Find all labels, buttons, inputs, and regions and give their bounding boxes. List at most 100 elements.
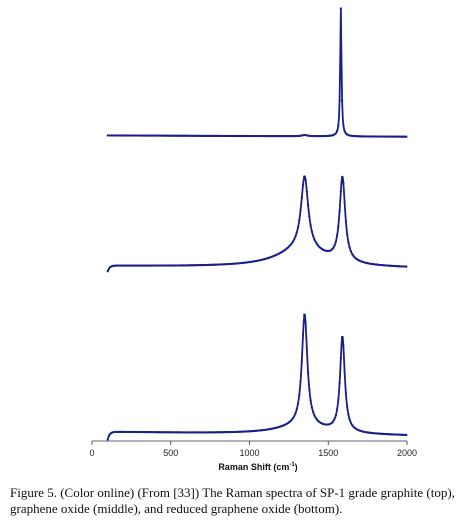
data-point — [308, 388, 311, 391]
data-point — [295, 231, 298, 234]
data-point — [107, 434, 111, 437]
data-point — [312, 234, 315, 238]
x-axis: 0 500 1000 1500 2000 — [89, 440, 417, 458]
data-point — [330, 248, 334, 251]
data-point — [299, 209, 302, 212]
data-point — [301, 183, 305, 186]
figure-caption: Figure 5. (Color online) (From [33]) The… — [10, 485, 455, 516]
data-point — [330, 421, 334, 424]
data-point — [333, 244, 336, 247]
data-point — [339, 7, 342, 10]
data-point — [294, 412, 297, 415]
spectrum-points-bottom — [106, 313, 408, 441]
data-point — [293, 414, 296, 418]
data-point — [337, 123, 340, 127]
data-point — [348, 246, 351, 249]
data-point — [351, 423, 354, 427]
data-point — [337, 398, 340, 401]
data-point — [332, 420, 335, 423]
data-point — [341, 175, 344, 179]
spectrum-line-bottom — [106, 313, 408, 440]
data-point — [344, 220, 347, 223]
data-point — [333, 417, 336, 421]
spectra-layer — [106, 7, 408, 441]
raman-spectra-chart: 0 500 1000 1500 2000 Raman Shift (cm-1) — [89, 7, 417, 472]
data-point — [291, 240, 295, 243]
data-point — [107, 267, 111, 270]
x-tick-label: 2000 — [397, 448, 417, 458]
spectrum-points-middle — [106, 175, 408, 273]
data-point — [332, 246, 335, 249]
data-point — [291, 417, 295, 420]
data-point — [346, 405, 349, 408]
data-point — [346, 232, 349, 236]
data-point — [295, 408, 298, 411]
data-point — [306, 204, 310, 207]
data-point — [335, 234, 339, 237]
data-point — [308, 215, 311, 218]
data-point — [341, 335, 344, 339]
data-point — [313, 238, 316, 241]
data-point — [344, 392, 347, 395]
spectrum-line-middle — [106, 175, 408, 272]
data-point — [314, 416, 317, 419]
x-tick-label: 0 — [89, 448, 94, 458]
data-point — [349, 421, 353, 424]
spectrum-top — [106, 7, 408, 138]
data-point — [405, 265, 408, 268]
data-point — [106, 270, 109, 273]
data-point — [296, 402, 300, 405]
data-point — [335, 129, 339, 133]
spectrum-line-top — [107, 8, 407, 138]
data-point — [351, 252, 354, 256]
data-point — [341, 99, 344, 102]
data-point — [343, 130, 346, 133]
data-point — [347, 241, 350, 244]
data-point — [335, 408, 339, 411]
data-point — [338, 210, 341, 213]
x-tick-label: 1000 — [239, 448, 259, 458]
data-point — [310, 230, 313, 233]
data-point — [334, 240, 337, 243]
x-tick-label: 500 — [163, 448, 178, 458]
x-tick-label: 1500 — [318, 448, 338, 458]
data-point — [298, 219, 301, 222]
data-point — [312, 410, 315, 414]
data-point — [334, 414, 337, 417]
data-point — [342, 344, 345, 347]
data-point — [304, 178, 307, 181]
data-point — [303, 175, 306, 178]
data-point — [405, 135, 408, 138]
data-point — [314, 240, 317, 244]
data-point — [342, 181, 345, 184]
data-point — [300, 196, 303, 200]
data-point — [309, 224, 312, 227]
data-point — [339, 357, 342, 360]
data-point — [294, 235, 297, 238]
data-point — [290, 242, 293, 245]
data-point — [309, 399, 312, 402]
data-point — [290, 418, 293, 421]
spectrum-middle — [106, 175, 408, 273]
data-point — [352, 254, 355, 257]
data-point — [343, 371, 346, 374]
data-point — [348, 418, 351, 421]
data-point — [298, 393, 301, 397]
data-point — [296, 226, 300, 229]
data-point — [304, 321, 307, 324]
data-point — [106, 438, 109, 441]
data-point — [306, 371, 310, 374]
spectrum-bottom — [106, 313, 408, 441]
data-point — [347, 413, 350, 416]
data-point — [342, 123, 345, 127]
data-point — [293, 238, 296, 241]
data-point — [337, 225, 340, 228]
data-point — [405, 433, 408, 437]
data-point — [343, 201, 346, 204]
data-point — [338, 99, 341, 102]
data-point — [310, 406, 313, 409]
data-point — [301, 333, 305, 336]
data-point — [313, 414, 316, 417]
data-point — [299, 380, 302, 383]
data-point — [349, 250, 353, 253]
